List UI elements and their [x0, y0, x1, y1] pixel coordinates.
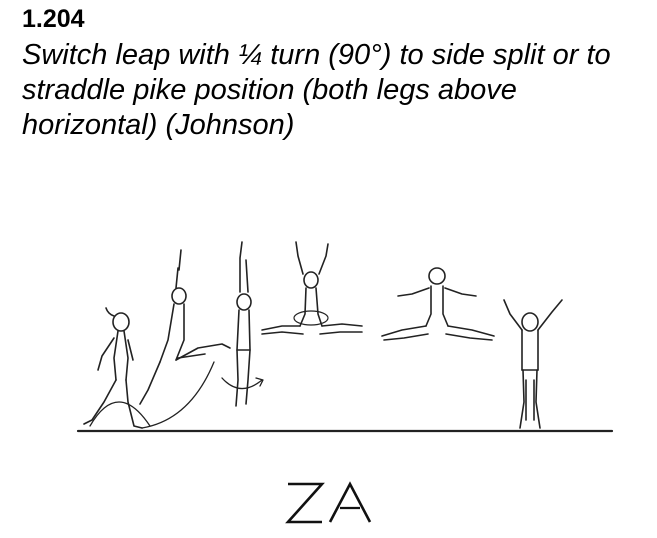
gymnast-figure-switch: [139, 249, 231, 405]
gymnast-figure-straddle: [381, 267, 495, 341]
gymnast-figure-takeoff: [83, 307, 143, 429]
gymnast-figure-rise: [235, 241, 252, 407]
gymnast-figure-landing: [503, 299, 563, 429]
motion-arc-right: [141, 361, 215, 429]
gymnast-leap-sequence-drawing: [76, 241, 614, 433]
gymnast-figure-side-split: [261, 241, 363, 335]
turn-arrow-head: [255, 377, 264, 387]
element-description: Switch leap with ¼ turn (90°) to side sp…: [22, 39, 611, 141]
turn-arrow-arc: [221, 377, 263, 390]
value-symbol-za: ZA: [285, 481, 372, 524]
element-code: 1.204: [22, 5, 85, 33]
motion-arc-left: [89, 401, 151, 427]
